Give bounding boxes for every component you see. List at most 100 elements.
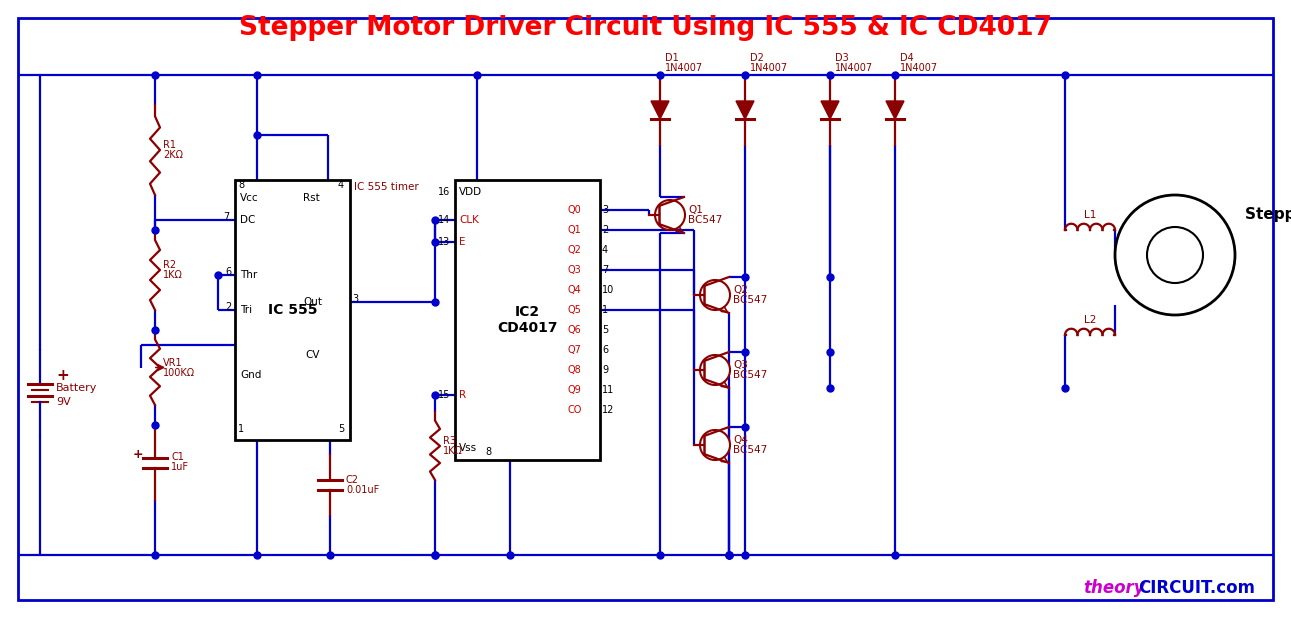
Text: 1KΩ: 1KΩ xyxy=(443,446,463,456)
Text: +: + xyxy=(133,448,143,461)
Text: 1N4007: 1N4007 xyxy=(750,63,788,73)
Text: Stepper Motor Driver Circuit Using IC 555 & IC CD4017: Stepper Motor Driver Circuit Using IC 55… xyxy=(239,15,1052,41)
Polygon shape xyxy=(886,101,904,119)
Text: 0.01uF: 0.01uF xyxy=(346,485,380,495)
Bar xyxy=(235,180,350,440)
Text: Battery: Battery xyxy=(56,383,97,393)
Text: 8: 8 xyxy=(238,180,244,190)
Text: 3: 3 xyxy=(352,294,358,304)
Text: 1N4007: 1N4007 xyxy=(835,63,873,73)
Text: 13: 13 xyxy=(438,237,451,247)
Text: D1: D1 xyxy=(665,53,679,63)
Text: Q7: Q7 xyxy=(568,345,582,355)
Text: D4: D4 xyxy=(900,53,914,63)
Text: DC: DC xyxy=(240,215,256,225)
Circle shape xyxy=(655,200,686,230)
Text: +: + xyxy=(56,368,68,383)
Text: BC547: BC547 xyxy=(733,370,767,380)
Text: Q4: Q4 xyxy=(568,285,582,295)
Text: CLK: CLK xyxy=(460,215,479,225)
Text: Q0: Q0 xyxy=(568,205,582,215)
Text: Tri: Tri xyxy=(240,305,252,315)
Text: R2: R2 xyxy=(163,260,176,270)
Text: R3: R3 xyxy=(443,436,456,446)
Text: theory: theory xyxy=(1083,579,1145,597)
Bar xyxy=(454,180,600,460)
Text: CO: CO xyxy=(568,405,582,415)
Text: 2KΩ: 2KΩ xyxy=(163,150,183,160)
Text: Q2: Q2 xyxy=(733,285,747,295)
Text: Vcc: Vcc xyxy=(240,193,258,203)
Text: D2: D2 xyxy=(750,53,764,63)
Text: 6: 6 xyxy=(602,345,608,355)
Text: 9: 9 xyxy=(602,365,608,375)
Text: VDD: VDD xyxy=(460,187,482,197)
Text: R: R xyxy=(460,390,466,400)
Text: D3: D3 xyxy=(835,53,848,63)
Text: 5: 5 xyxy=(338,424,345,434)
Text: 6: 6 xyxy=(225,267,231,277)
Text: L1: L1 xyxy=(1084,210,1096,220)
Text: IC 555: IC 555 xyxy=(267,303,318,317)
Polygon shape xyxy=(651,101,669,119)
Text: 16: 16 xyxy=(438,187,451,197)
Circle shape xyxy=(700,430,729,460)
Text: 2: 2 xyxy=(225,302,231,312)
Text: BC547: BC547 xyxy=(688,215,722,225)
Text: 12: 12 xyxy=(602,405,615,415)
Text: C2: C2 xyxy=(346,475,359,485)
Circle shape xyxy=(700,280,729,310)
Text: Q5: Q5 xyxy=(568,305,582,315)
Text: 1KΩ: 1KΩ xyxy=(163,270,183,280)
Text: 15: 15 xyxy=(438,390,451,400)
Text: IC 555 timer: IC 555 timer xyxy=(354,182,418,192)
Text: CIRCUIT.com: CIRCUIT.com xyxy=(1137,579,1255,597)
Text: 4: 4 xyxy=(338,180,345,190)
Text: 9V: 9V xyxy=(56,397,71,407)
Text: 5: 5 xyxy=(602,325,608,335)
Text: CV: CV xyxy=(305,350,319,360)
Text: 11: 11 xyxy=(602,385,615,395)
Circle shape xyxy=(1115,195,1235,315)
Text: 100KΩ: 100KΩ xyxy=(163,368,195,378)
Text: Q9: Q9 xyxy=(568,385,582,395)
Polygon shape xyxy=(736,101,754,119)
Text: 3: 3 xyxy=(602,205,608,215)
Text: 14: 14 xyxy=(438,215,451,225)
Text: Q1: Q1 xyxy=(568,225,582,235)
Text: Out: Out xyxy=(303,297,321,307)
Text: Thr: Thr xyxy=(240,270,257,280)
Polygon shape xyxy=(821,101,839,119)
Text: CD4017: CD4017 xyxy=(497,321,558,335)
Text: Rst: Rst xyxy=(303,193,320,203)
Text: C1: C1 xyxy=(170,452,183,463)
Text: VR1: VR1 xyxy=(163,357,182,368)
Text: R1: R1 xyxy=(163,140,176,150)
Text: 2: 2 xyxy=(602,225,608,235)
Text: 4: 4 xyxy=(602,245,608,255)
Text: BC547: BC547 xyxy=(733,445,767,455)
Text: 1N4007: 1N4007 xyxy=(900,63,939,73)
Text: 1: 1 xyxy=(238,424,244,434)
Text: 7: 7 xyxy=(602,265,608,275)
Text: Stepper Motor: Stepper Motor xyxy=(1245,207,1291,223)
Text: Gnd: Gnd xyxy=(240,370,261,380)
Text: L2: L2 xyxy=(1084,315,1096,325)
Text: 10: 10 xyxy=(602,285,615,295)
Text: 1: 1 xyxy=(602,305,608,315)
Text: E: E xyxy=(460,237,466,247)
Text: Q2: Q2 xyxy=(568,245,582,255)
Text: Vss: Vss xyxy=(460,443,478,453)
Text: 1N4007: 1N4007 xyxy=(665,63,704,73)
Text: BC547: BC547 xyxy=(733,295,767,305)
Text: Q3: Q3 xyxy=(733,360,747,370)
Text: 1uF: 1uF xyxy=(170,463,188,473)
Text: Q3: Q3 xyxy=(568,265,582,275)
Text: Q8: Q8 xyxy=(568,365,582,375)
Circle shape xyxy=(700,355,729,385)
Text: Q1: Q1 xyxy=(688,205,702,215)
Text: IC2: IC2 xyxy=(515,305,540,319)
Text: Q6: Q6 xyxy=(568,325,582,335)
Text: 8: 8 xyxy=(485,447,491,457)
Text: Q4: Q4 xyxy=(733,435,747,445)
